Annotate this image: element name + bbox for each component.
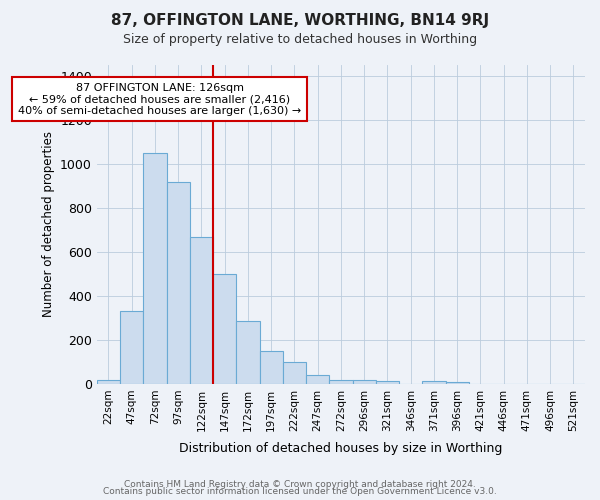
Text: 87 OFFINGTON LANE: 126sqm
← 59% of detached houses are smaller (2,416)
40% of se: 87 OFFINGTON LANE: 126sqm ← 59% of detac… [18,82,301,116]
Bar [120,312,143,384]
Bar [190,236,213,384]
Bar [306,375,329,384]
Bar [236,321,260,384]
Y-axis label: Number of detached properties: Number of detached properties [41,132,55,318]
Bar [446,382,469,384]
Bar [97,380,120,384]
Bar [143,153,167,384]
Bar [353,380,376,384]
Text: 87, OFFINGTON LANE, WORTHING, BN14 9RJ: 87, OFFINGTON LANE, WORTHING, BN14 9RJ [111,12,489,28]
Bar [329,380,353,384]
X-axis label: Distribution of detached houses by size in Worthing: Distribution of detached houses by size … [179,442,503,455]
Bar [422,380,446,384]
Text: Contains public sector information licensed under the Open Government Licence v3: Contains public sector information licen… [103,487,497,496]
Text: Contains HM Land Registry data © Crown copyright and database right 2024.: Contains HM Land Registry data © Crown c… [124,480,476,489]
Text: Size of property relative to detached houses in Worthing: Size of property relative to detached ho… [123,32,477,46]
Bar [376,380,399,384]
Bar [167,182,190,384]
Bar [283,362,306,384]
Bar [260,351,283,384]
Bar [213,274,236,384]
